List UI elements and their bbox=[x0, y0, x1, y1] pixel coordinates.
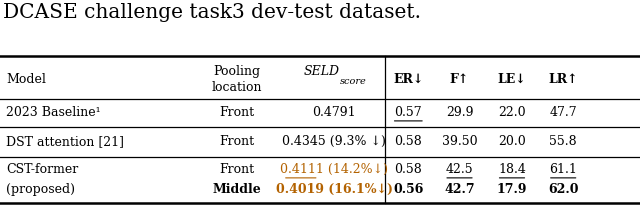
Text: 62.0: 62.0 bbox=[548, 183, 579, 196]
Text: (proposed): (proposed) bbox=[6, 183, 76, 196]
Text: Front: Front bbox=[220, 163, 254, 176]
Text: DST attention [21]: DST attention [21] bbox=[6, 135, 124, 148]
Text: SELD: SELD bbox=[303, 65, 339, 78]
Text: F↑: F↑ bbox=[450, 73, 469, 86]
Text: score: score bbox=[340, 77, 367, 86]
Text: 0.56: 0.56 bbox=[393, 183, 424, 196]
Text: 0.57: 0.57 bbox=[394, 106, 422, 119]
Text: Model: Model bbox=[6, 73, 46, 86]
Text: 0.4019 (16.1%↓): 0.4019 (16.1%↓) bbox=[276, 183, 392, 196]
Text: 47.7: 47.7 bbox=[549, 106, 577, 119]
Text: 42.7: 42.7 bbox=[444, 183, 475, 196]
Text: 42.5: 42.5 bbox=[445, 163, 474, 176]
Text: 2023 Baseline¹: 2023 Baseline¹ bbox=[6, 106, 101, 119]
Text: LR↑: LR↑ bbox=[548, 73, 578, 86]
Text: 0.58: 0.58 bbox=[394, 163, 422, 176]
Text: LE↓: LE↓ bbox=[498, 73, 526, 86]
Text: 39.50: 39.50 bbox=[442, 135, 477, 148]
Text: 17.9: 17.9 bbox=[497, 183, 527, 196]
Text: 0.58: 0.58 bbox=[394, 135, 422, 148]
Text: Pooling
location: Pooling location bbox=[212, 65, 262, 94]
Text: 29.9: 29.9 bbox=[446, 106, 473, 119]
Text: Front: Front bbox=[220, 135, 254, 148]
Text: ER↓: ER↓ bbox=[393, 73, 424, 86]
Text: 55.8: 55.8 bbox=[549, 135, 577, 148]
Text: 18.4: 18.4 bbox=[498, 163, 526, 176]
Text: 20.0: 20.0 bbox=[498, 135, 526, 148]
Text: 0.4111 (14.2%↓): 0.4111 (14.2%↓) bbox=[280, 163, 388, 176]
Text: 0.4345 (9.3% ↓): 0.4345 (9.3% ↓) bbox=[282, 135, 386, 148]
Text: 0.4791: 0.4791 bbox=[312, 106, 356, 119]
Text: Middle: Middle bbox=[212, 183, 261, 196]
Text: 22.0: 22.0 bbox=[498, 106, 526, 119]
Text: Front: Front bbox=[220, 106, 254, 119]
Text: 61.1: 61.1 bbox=[549, 163, 577, 176]
Text: CST-former: CST-former bbox=[6, 163, 79, 176]
Text: DCASE challenge task3 dev-test dataset.: DCASE challenge task3 dev-test dataset. bbox=[3, 3, 421, 22]
